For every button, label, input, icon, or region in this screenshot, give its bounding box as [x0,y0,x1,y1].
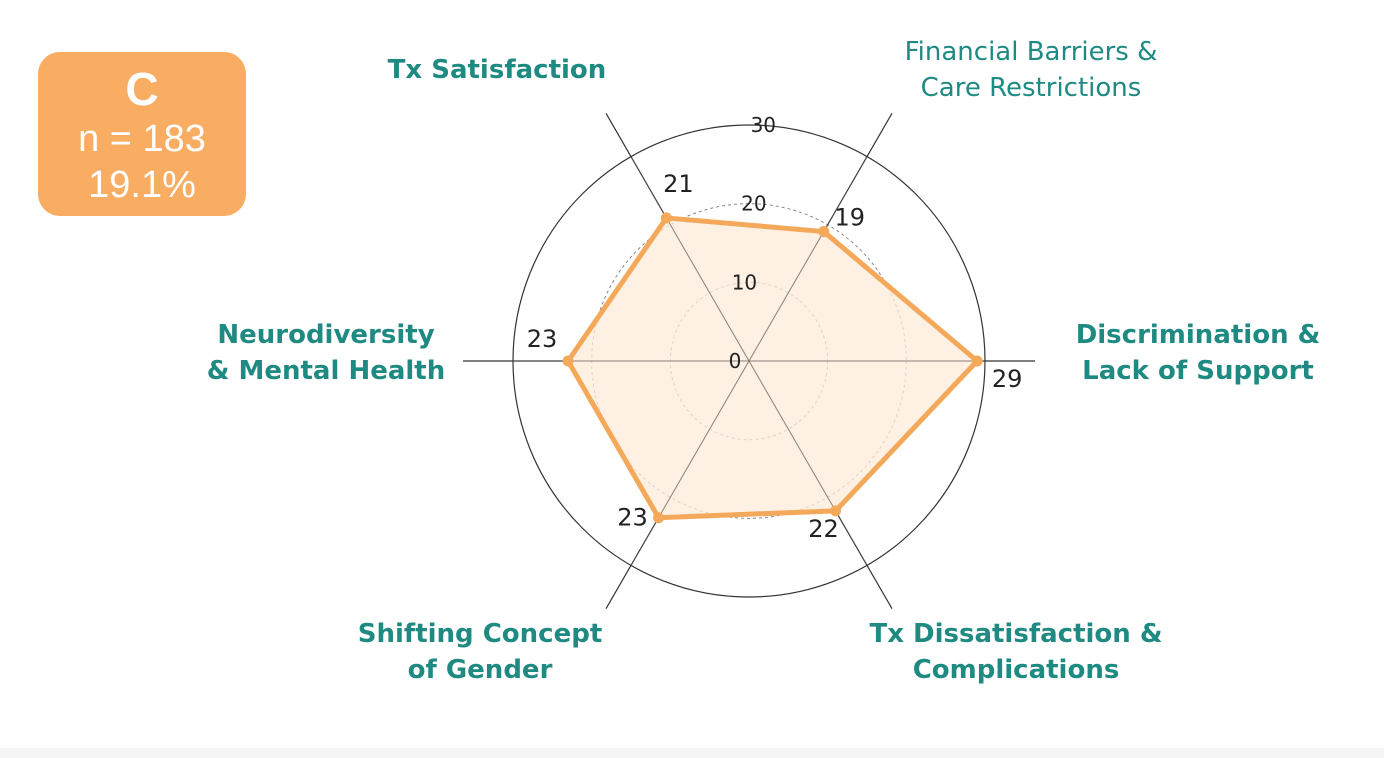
cluster-percent: 19.1% [88,164,196,206]
data-point-1 [818,226,830,238]
footer-band [0,748,1384,758]
cluster-letter: C [125,63,159,115]
value-label-1: 19 [834,204,865,232]
axis-label-5-line-1: & Mental Health [207,356,445,386]
value-label-2: 29 [992,365,1023,393]
axis-line-inner-3 [748,360,868,566]
tick-label-30: 30 [751,113,776,137]
axis-label-4-line-0: Shifting Concept [358,619,603,649]
cluster-badge: C n = 183 19.1% [38,52,246,216]
data-point-3 [830,505,842,517]
data-point-4 [653,512,665,524]
axis-line-inner-0 [630,156,750,362]
axis-line-inner-4 [630,360,750,566]
axis-label-1-line-1: Care Restrictions [921,73,1142,103]
value-label-0: 21 [663,170,694,198]
data-area [568,217,978,518]
tick-label-10: 10 [732,270,757,294]
axis-line-inner-1 [748,156,868,362]
axis-label-5-line-0: Neurodiversity [217,320,434,350]
cluster-count: n = 183 [78,118,206,160]
axis-label-1-line-0: Financial Barriers & [905,37,1158,67]
data-point-2 [971,355,983,367]
data-point-5 [562,355,574,367]
tick-label-20: 20 [741,192,766,216]
axis-label-2-line-1: Lack of Support [1082,356,1314,386]
axis-label-4-line-1: of Gender [408,655,553,685]
value-label-4: 23 [617,504,648,532]
data-point-0 [660,212,672,224]
axis-label-0-line-0: Tx Satisfaction [388,55,607,85]
axis-label-3-line-1: Complications [913,655,1120,685]
value-label-3: 22 [808,515,839,543]
value-label-5: 23 [527,325,558,353]
tick-label-0: 0 [729,349,742,373]
axis-label-2-line-0: Discrimination & [1076,320,1321,350]
axis-label-3-line-0: Tx Dissatisfaction & [869,619,1162,649]
